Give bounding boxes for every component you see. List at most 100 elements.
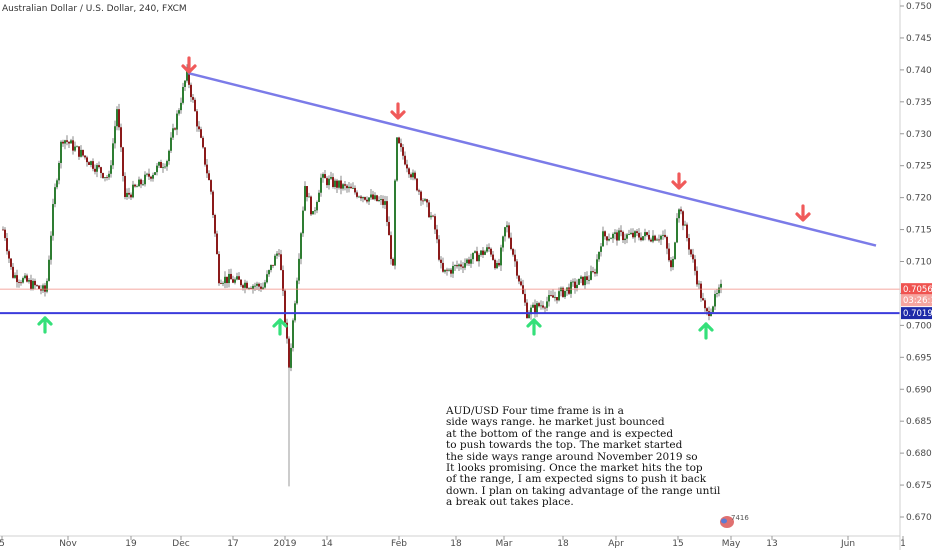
candle-body [18,282,20,283]
candle-body [714,294,716,307]
y-tick-label: 0.71000 [906,258,932,268]
candle-body [354,187,356,193]
chart-title: Australian Dollar / U.S. Dollar, 240, FX… [2,4,187,14]
tag-background [901,294,932,307]
candle-body [666,236,668,249]
tag-background [901,283,932,296]
candle-body [230,273,232,280]
candle-body [310,196,312,215]
candle-body [278,253,280,255]
candle-body [294,303,296,321]
candle-body [256,283,258,286]
x-tick-label: 1 [900,539,906,549]
candle-body [106,177,108,178]
candle-body [372,194,374,200]
candle-body [554,297,556,298]
y-tick-label: 0.68500 [906,417,932,427]
candle-body [718,287,720,294]
candle-body [160,161,162,168]
candle-body [178,110,180,114]
candle-body [214,214,216,234]
candle-body [446,269,448,271]
candle-body [548,295,550,302]
candle-body [694,259,696,271]
candle-body [344,184,346,186]
candle-body [38,285,40,290]
candle-body [340,180,342,189]
x-tick-label: 13 [766,539,777,549]
candle-body [634,231,636,238]
candle-body [318,192,320,203]
candle-body [684,224,686,226]
candle-body [438,239,440,260]
candle-body [138,179,140,187]
candle-body [104,177,106,178]
candle-body [244,282,246,288]
candle-body [376,195,378,202]
candle-body [142,184,144,186]
candle-body [198,126,200,130]
y-tick-label: 0.73000 [906,130,932,140]
candle-body [426,199,428,203]
arrow-down-icon [795,204,811,222]
candle-body [420,191,422,201]
candle-body [380,199,382,201]
candle-body [616,232,618,241]
y-tick-label: 0.74000 [906,66,932,76]
candle-body [290,347,292,368]
tag-background [901,307,932,320]
candle-body [478,254,480,262]
candle-body [260,286,262,290]
candle-body [206,164,208,174]
candle-body [316,202,318,211]
candle-body [468,259,470,264]
candle-body [508,225,510,238]
arrow-down-icon [390,102,406,120]
candle-body [582,276,584,286]
candle-body [286,322,288,339]
candle-body [576,284,578,288]
candle-body [424,199,426,201]
candle-body [612,233,614,239]
candle-body [506,225,508,228]
candle-body [430,215,432,218]
candle-body [356,192,358,197]
candle-body [550,295,552,296]
candle-body [444,269,446,272]
candle-body [648,234,650,240]
candle-body [386,201,388,222]
candle-body [400,143,402,148]
candle-body [702,298,704,301]
candle-body [328,178,330,186]
candle-body [450,269,452,274]
candle-body [496,262,498,269]
candle-body [14,275,16,278]
arrow-head [698,322,714,332]
candle-body [108,173,110,178]
candle-body [44,285,46,292]
arrow-head [390,110,406,120]
candle-body [102,173,104,178]
candle-body [118,109,120,128]
candle-body [536,303,538,313]
candle-body [268,270,270,275]
candle-body [440,259,442,263]
candle-body [12,266,14,278]
arrow-up-icon [698,322,714,340]
candle-body [658,239,660,241]
candle-body [338,180,340,188]
candle-body [358,196,360,198]
candle-body [568,287,570,294]
candle-body [128,192,130,195]
candle-body [526,302,528,319]
candle-body [546,301,548,308]
candle-body [48,259,50,281]
candle-body [28,280,30,282]
candle-body [600,246,602,252]
candle-body [70,140,72,144]
candle-body [590,271,592,280]
candle-body [68,141,70,144]
price-tags: 0.7056703:26:12 0.70192 [901,283,932,320]
candle-body [116,109,118,127]
